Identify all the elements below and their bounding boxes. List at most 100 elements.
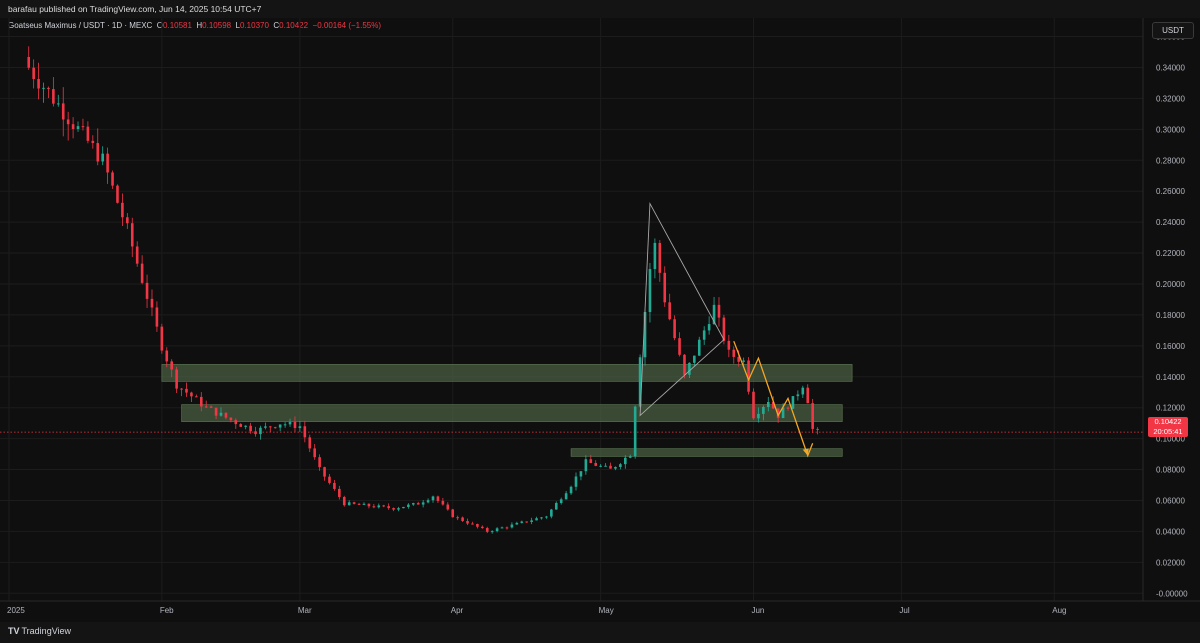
candle-body: [421, 502, 425, 505]
candle-body: [160, 326, 164, 351]
candle-body: [757, 413, 760, 419]
candle-body: [490, 531, 494, 533]
x-tick-label: Mar: [298, 606, 312, 615]
candle-body: [249, 425, 252, 432]
candle-body: [510, 524, 514, 528]
candle-body: [303, 426, 307, 438]
candle-body: [540, 517, 543, 519]
candle-body: [342, 496, 346, 506]
candle-body: [697, 339, 701, 356]
candle-body: [269, 426, 272, 428]
candle-body: [569, 486, 573, 494]
y-tick-label: 0.08000: [1156, 466, 1185, 475]
candle-body: [411, 503, 415, 505]
candle-body: [791, 396, 795, 409]
candle-body: [579, 471, 583, 477]
candle-body: [318, 457, 321, 468]
candle-body: [500, 527, 504, 529]
last-price-tag: 0.10422 20:05:41: [1148, 417, 1188, 437]
candle-body: [101, 153, 104, 162]
candle-body: [135, 246, 139, 264]
candle-body: [288, 421, 292, 425]
price-chart[interactable]: 0.360000.340000.320000.300000.280000.260…: [0, 0, 1200, 622]
candle-body: [441, 500, 445, 505]
candle-body: [653, 242, 657, 270]
candle-body: [471, 523, 474, 525]
candle-body: [323, 467, 326, 477]
candle-body: [550, 509, 553, 517]
candle-body: [436, 496, 440, 501]
symbol-legend[interactable]: Goatseus Maximus / USDT · 1D · MEXC O0.1…: [8, 21, 381, 30]
candle-body: [564, 493, 568, 500]
candle-body: [717, 304, 721, 318]
candle-body: [525, 521, 528, 523]
support-resistance-zone: [161, 364, 853, 382]
y-tick-label: 0.30000: [1156, 125, 1185, 134]
candle-body: [57, 103, 60, 105]
candle-body: [170, 361, 174, 370]
candle-body: [407, 504, 410, 507]
candle-body: [106, 153, 109, 173]
y-tick-label: 0.20000: [1156, 280, 1185, 289]
last-price-value: 0.10422: [1154, 417, 1182, 426]
y-tick-label: 0.06000: [1156, 496, 1185, 505]
candle-body: [727, 340, 731, 350]
y-tick-label: 0.22000: [1156, 249, 1185, 258]
candle-body: [313, 448, 316, 458]
candle-body: [254, 431, 257, 435]
candle-body: [658, 242, 662, 273]
candle-body: [481, 526, 484, 529]
candle-body: [387, 506, 390, 509]
candle-body: [224, 412, 228, 418]
candle-body: [584, 459, 588, 472]
candle-body: [140, 263, 144, 283]
y-tick-label: 0.28000: [1156, 156, 1185, 165]
candle-body: [367, 503, 371, 507]
candle-body: [554, 502, 558, 510]
ohlc-l-label: L: [235, 21, 240, 30]
candle-body: [416, 503, 420, 505]
bar-countdown: 20:05:41: [1153, 427, 1183, 436]
candle-body: [273, 427, 277, 429]
x-tick-label: 2025: [7, 606, 25, 615]
candle-body: [604, 465, 607, 467]
candle-body: [762, 407, 765, 414]
x-tick-label: Jun: [751, 606, 764, 615]
candle-body: [66, 119, 70, 125]
candle-body: [392, 508, 395, 510]
ohlc-close: 0.10422: [279, 21, 309, 30]
candle-body: [126, 217, 129, 224]
y-tick-label: 0.14000: [1156, 373, 1185, 382]
candle-body: [283, 424, 287, 426]
symbol-name[interactable]: Goatseus Maximus / USDT · 1D · MEXC: [8, 21, 153, 30]
candle-body: [229, 417, 233, 421]
candle-body: [244, 425, 247, 427]
candle-body: [121, 202, 124, 218]
y-tick-label: 0.32000: [1156, 94, 1185, 103]
candle-body: [61, 103, 65, 120]
candle-body: [609, 465, 612, 469]
candle-body: [362, 503, 366, 505]
ohlc-low: 0.10370: [240, 21, 269, 30]
candle-body: [766, 401, 770, 408]
candle-body: [535, 518, 538, 521]
candle-body: [476, 523, 479, 527]
candle-body: [619, 464, 622, 467]
candle-body: [771, 401, 775, 409]
header-bar: [0, 0, 1200, 18]
publisher-line: barafau published on TradingView.com, Ju…: [8, 4, 262, 14]
support-resistance-zone: [181, 404, 843, 422]
y-tick-label: 0.02000: [1156, 558, 1185, 567]
candle-body: [239, 424, 243, 427]
candle-body: [382, 505, 386, 507]
x-tick-label: Apr: [451, 606, 464, 615]
support-resistance-zone: [570, 448, 843, 457]
candle-body: [431, 496, 435, 501]
ohlc-h-label: H: [196, 21, 203, 30]
candle-body: [130, 223, 134, 247]
candle-body: [712, 304, 716, 325]
tradingview-logo[interactable]: TV TradingView: [8, 626, 71, 636]
candle-body: [801, 387, 805, 395]
currency-button[interactable]: USDT: [1152, 22, 1194, 39]
candle-body: [786, 407, 790, 409]
